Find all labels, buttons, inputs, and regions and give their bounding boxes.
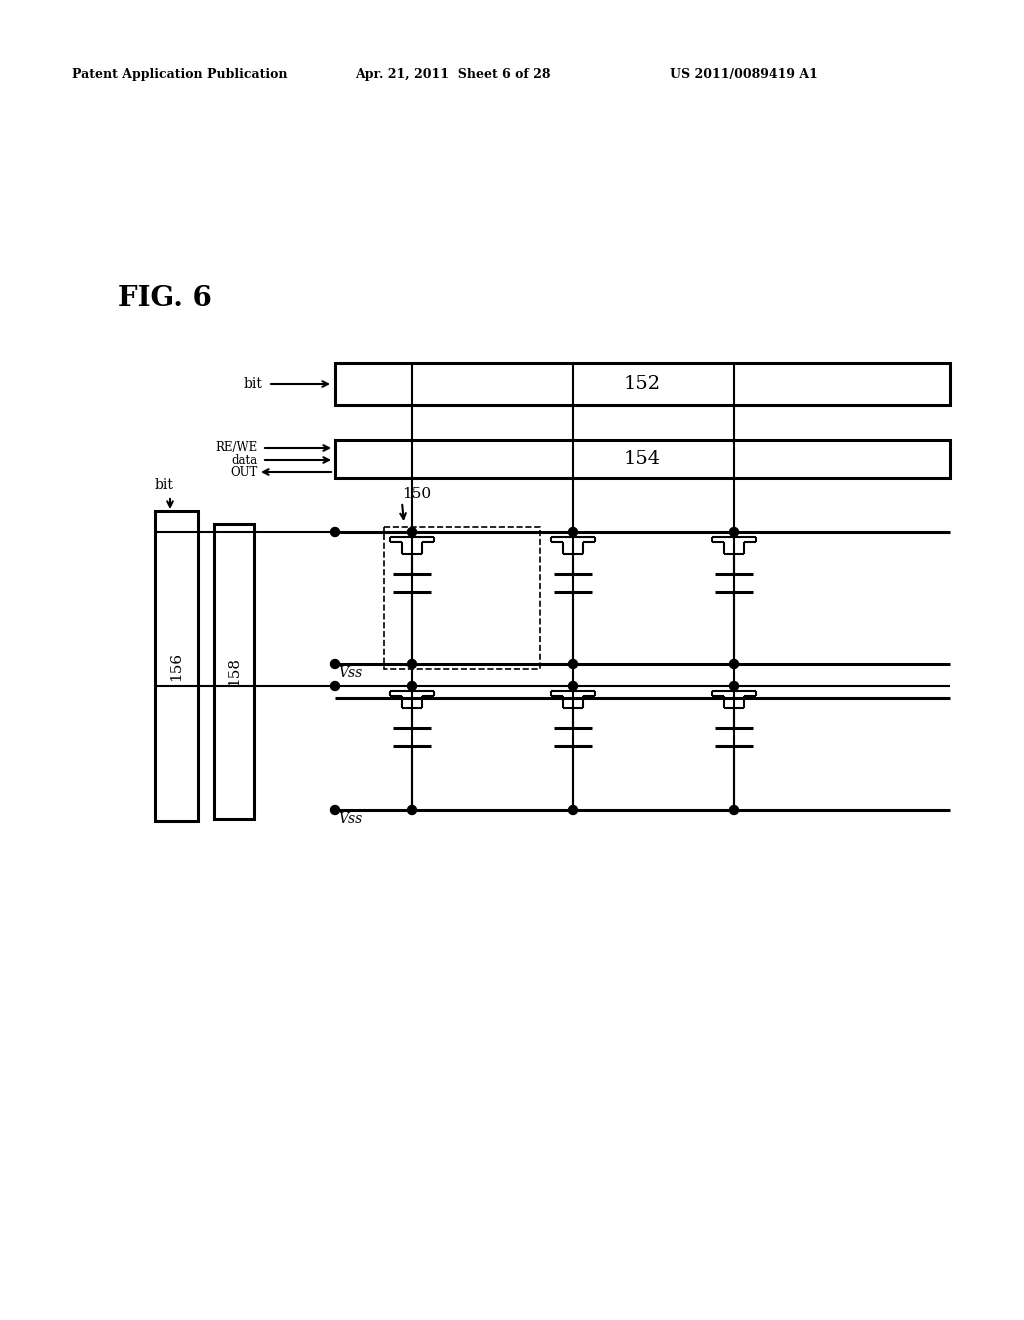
Circle shape (408, 681, 417, 690)
Text: US 2011/0089419 A1: US 2011/0089419 A1 (670, 69, 818, 81)
Circle shape (331, 660, 340, 668)
Text: 158: 158 (227, 657, 241, 686)
Text: data: data (231, 454, 258, 466)
Text: 152: 152 (624, 375, 662, 393)
Text: Apr. 21, 2011  Sheet 6 of 28: Apr. 21, 2011 Sheet 6 of 28 (355, 69, 551, 81)
Bar (384, 527, 540, 669)
Circle shape (331, 681, 340, 690)
Circle shape (408, 805, 417, 814)
Circle shape (408, 528, 417, 536)
Text: 154: 154 (624, 450, 662, 469)
Text: Vss: Vss (338, 667, 362, 680)
Text: OUT: OUT (230, 466, 258, 479)
Circle shape (568, 660, 578, 668)
Text: RE/WE: RE/WE (216, 441, 258, 454)
Text: bit: bit (243, 378, 262, 391)
Bar (155, 511, 198, 821)
Text: Vss: Vss (338, 812, 362, 826)
Circle shape (568, 805, 578, 814)
Text: FIG. 6: FIG. 6 (118, 285, 212, 312)
Text: 150: 150 (402, 487, 431, 502)
Circle shape (331, 805, 340, 814)
Circle shape (568, 681, 578, 690)
Text: Patent Application Publication: Patent Application Publication (72, 69, 288, 81)
Circle shape (408, 660, 417, 668)
Text: 156: 156 (170, 652, 183, 681)
Circle shape (729, 681, 738, 690)
Bar (335, 440, 950, 478)
Circle shape (729, 660, 738, 668)
Circle shape (331, 528, 340, 536)
Bar (214, 524, 254, 818)
Circle shape (729, 528, 738, 536)
Text: bit: bit (155, 478, 174, 492)
Bar (335, 363, 950, 405)
Circle shape (729, 805, 738, 814)
Circle shape (568, 528, 578, 536)
